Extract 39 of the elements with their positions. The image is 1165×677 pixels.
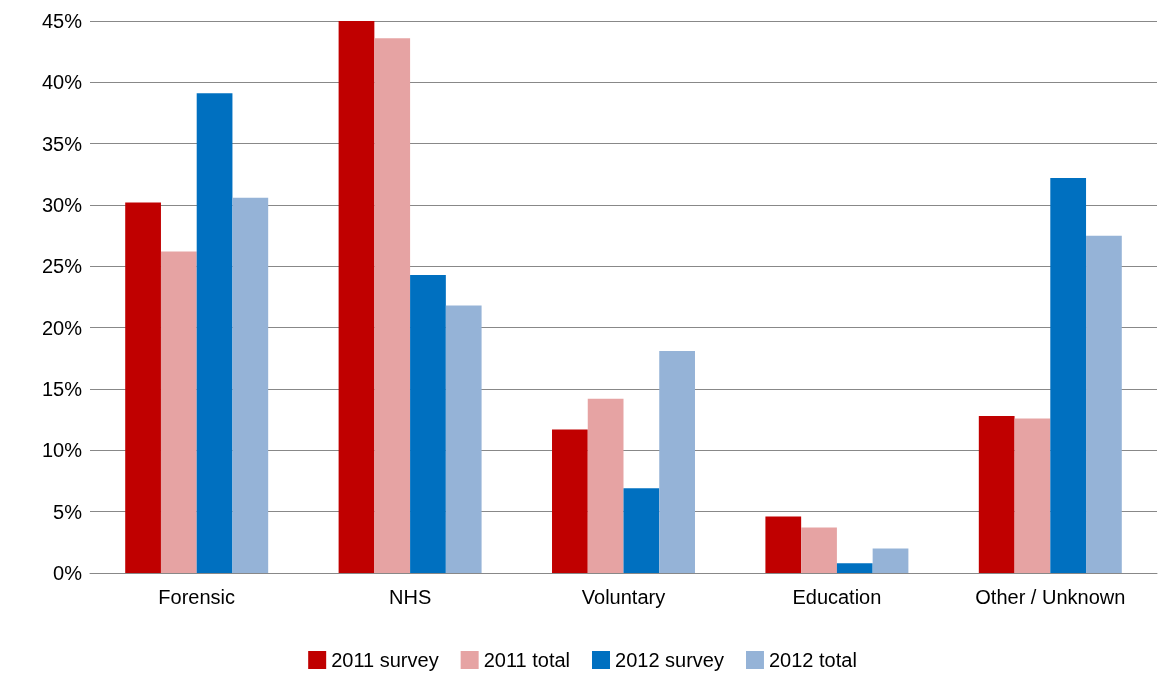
x-tick-label: Forensic [158,586,236,608]
bar [125,202,161,573]
x-tick-label: Education [792,586,882,608]
y-tick-label: 35% [41,132,83,155]
bar [196,93,233,573]
y-tick-label: 25% [41,255,83,278]
y-tick-label: 20% [41,316,83,339]
legend-label: 2011 total [483,649,571,671]
bar [232,197,269,573]
x-tick-label: Voluntary [581,586,666,608]
y-tick-label: 15% [41,378,83,400]
y-tick-label: 5% [53,500,83,523]
bar [160,251,197,573]
bar [587,398,624,573]
bar [1086,235,1122,573]
bar [1014,418,1051,573]
bar [410,274,446,573]
bar [1050,178,1087,573]
y-tick-label: 40% [41,71,83,94]
bar [552,429,588,573]
x-tick-label: Other / Unknown [975,586,1126,608]
bar [623,488,660,573]
legend-label: 2012 survey [615,649,724,671]
bar [872,548,909,573]
bar [374,38,411,573]
bar [765,516,802,573]
bar [659,350,695,573]
legend-label: 2012 total [768,649,857,671]
y-tick-label: 30% [41,194,83,216]
y-tick-label: 10% [41,439,83,462]
legend-label: 2011 survey [331,649,439,671]
y-tick-label: 0% [53,562,83,584]
bar [445,305,482,573]
bar [836,563,873,573]
bar [978,415,1015,573]
y-tick-label: 45% [41,10,83,32]
bar [338,21,375,573]
bar [801,527,837,573]
x-tick-label: NHS [388,586,432,608]
